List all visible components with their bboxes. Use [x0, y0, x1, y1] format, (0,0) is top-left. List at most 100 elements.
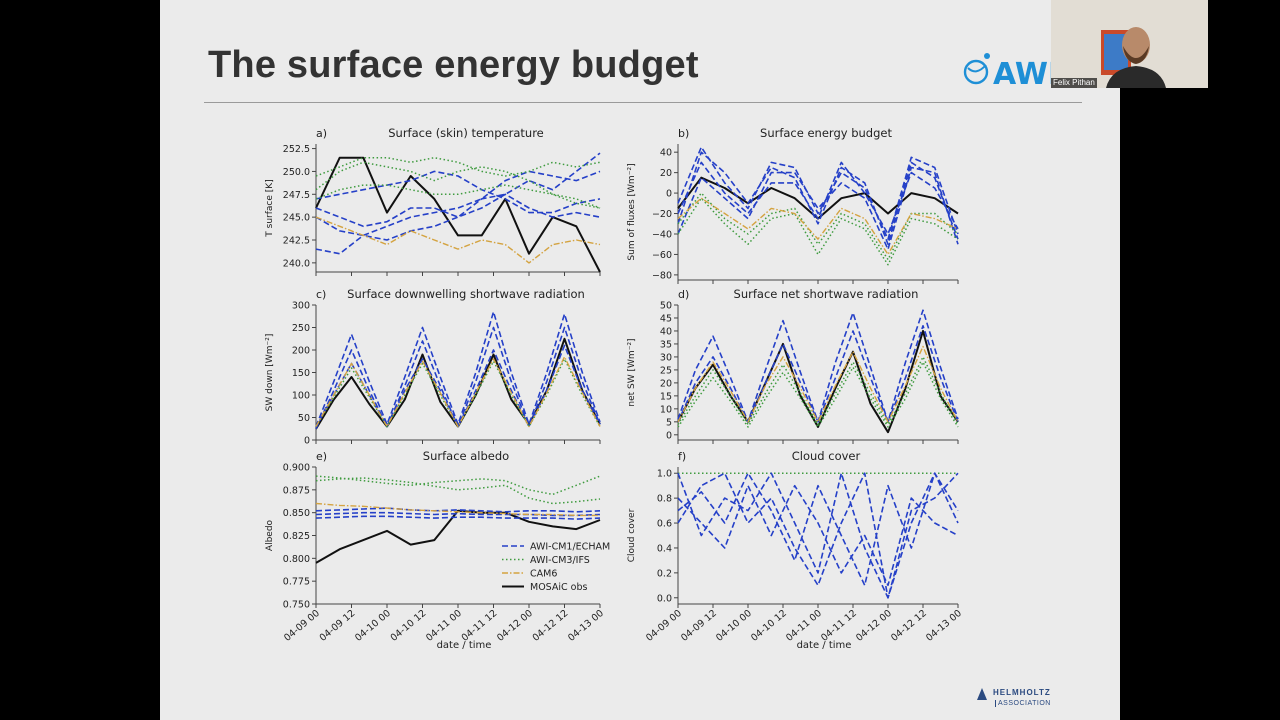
x-tick-label: 04-11 00 [784, 608, 824, 644]
x-tick-label: 04-11 00 [424, 608, 464, 644]
panel-letter: f) [678, 450, 686, 463]
panel-letter: d) [678, 288, 689, 301]
y-axis-label: Cloud cover [627, 508, 637, 562]
y-tick-label: 150 [292, 368, 310, 379]
y-axis-label: Albedo [265, 519, 275, 551]
y-tick-label: 0.800 [283, 554, 310, 565]
series-line [677, 361, 959, 428]
series-line [315, 310, 601, 427]
panel-title: Surface net shortwave radiation [734, 287, 919, 301]
series-line [315, 170, 601, 255]
y-tick-label: 0.850 [283, 508, 310, 519]
panel-letter: c) [316, 288, 326, 301]
series-line [315, 502, 600, 517]
series-line [315, 152, 601, 228]
panel-2: Surface energy budget b) −80 −60 −40 −20 0 20 40… [627, 126, 959, 284]
y-tick-label: 0.0 [657, 593, 672, 604]
series-line [677, 197, 959, 266]
y-tick-label: 242.5 [283, 236, 310, 247]
series-line [677, 345, 959, 423]
helmholtz-mark-icon [977, 688, 987, 700]
panel-letter: e) [316, 450, 327, 463]
helmholtz-sub: ASSOCIATION [995, 700, 1051, 707]
y-tick-label: 20 [660, 378, 672, 389]
y-tick-label: 5 [666, 417, 672, 428]
y-axis-label: SW down [Wm⁻²] [265, 334, 275, 412]
series-line [315, 475, 601, 496]
x-tick-label: 04-13 00 [924, 608, 964, 644]
series-line [315, 216, 601, 264]
x-axis-label: date / time [437, 640, 492, 651]
y-tick-label: 0 [666, 189, 672, 200]
y-tick-label: 10 [660, 404, 672, 415]
x-tick-label: 04-09 12 [679, 608, 719, 644]
y-tick-label: −20 [652, 209, 672, 220]
y-tick-label: 45 [660, 313, 672, 324]
y-tick-label: 30 [660, 352, 672, 363]
y-tick-label: 50 [298, 413, 310, 424]
series-line [315, 507, 601, 513]
x-tick-label: 04-13 00 [566, 608, 606, 644]
y-tick-label: 0.775 [283, 577, 310, 588]
panel-letter: a) [316, 127, 327, 140]
legend: AWI-CM1/ECHAM AWI-CM3/IFS CAM6 MOSAiC obs [502, 542, 610, 593]
legend-label: AWI-CM1/ECHAM [530, 542, 610, 553]
series-line [315, 509, 601, 564]
panel-title: Surface albedo [423, 449, 509, 463]
y-tick-label: 40 [660, 148, 672, 159]
y-tick-label: 250.0 [283, 167, 310, 178]
y-tick-label: 250 [292, 323, 310, 334]
y-tick-label: 0.8 [657, 494, 672, 505]
helmholtz-logo: HELMHOLTZ ASSOCIATION [975, 686, 1055, 712]
x-tick-label: 04-09 00 [282, 608, 322, 644]
series-line [315, 170, 601, 214]
awi-logo: AWI [963, 53, 1055, 90]
y-tick-label: −40 [652, 229, 672, 240]
x-tick-label: 04-12 00 [854, 608, 894, 644]
y-tick-label: 200 [292, 346, 310, 357]
y-tick-label: 245.0 [283, 213, 310, 224]
x-tick-label: 04-10 00 [714, 608, 754, 644]
panel-1: Surface (skin) temperature a) 240.0 242.5 24… [265, 126, 601, 276]
y-tick-label: 0.825 [283, 531, 310, 542]
title-divider [204, 102, 1082, 103]
x-tick-label: 04-11 12 [819, 608, 859, 644]
x-tick-label: 04-12 12 [531, 608, 571, 644]
panel-title: Cloud cover [792, 449, 861, 463]
y-axis-label: T surface [K] [265, 179, 275, 237]
series-line [677, 330, 959, 434]
panel-letter: b) [678, 127, 689, 140]
series-line [677, 146, 959, 240]
series-line [315, 358, 601, 428]
presenter-video-icon [1051, 0, 1208, 88]
y-tick-label: −60 [652, 250, 672, 261]
legend-label: AWI-CM3/IFS [530, 555, 590, 566]
y-tick-label: 20 [660, 168, 672, 179]
slide-title: The surface energy budget [208, 44, 699, 86]
series-line [315, 156, 601, 273]
y-tick-label: 252.5 [283, 144, 310, 155]
y-tick-label: 247.5 [283, 190, 310, 201]
x-tick-label: 04-10 12 [389, 608, 429, 644]
legend-label: MOSAiC obs [530, 582, 588, 593]
y-tick-label: 0 [666, 430, 672, 441]
y-tick-label: 100 [292, 391, 310, 402]
series-line [677, 472, 959, 599]
y-tick-label: 35 [660, 339, 672, 350]
series-line [315, 515, 601, 520]
series-line [315, 326, 601, 430]
panel-title: Surface downwelling shortwave radiation [347, 287, 585, 301]
series-line [677, 472, 959, 599]
series-line [677, 472, 959, 587]
y-axis-label: net SW [Wm⁻²] [627, 338, 637, 406]
presentation-slide: The surface energy budget AWI HELMHOLTZ … [160, 0, 1120, 720]
y-tick-label: 0.900 [283, 463, 310, 474]
series-line [677, 324, 959, 423]
y-tick-label: 50 [660, 301, 672, 312]
panel-6: Cloud cover f) 0.0 0.2 0.4 0.6 0.8 1.0 Cloud cov… [627, 449, 964, 651]
series-line [677, 166, 959, 251]
panel-4: Surface net shortwave radiation d) 0 5 10 15 2… [627, 287, 959, 444]
legend-label: CAM6 [530, 569, 557, 580]
presenter-webcam: Felix Pithan [1051, 0, 1208, 88]
